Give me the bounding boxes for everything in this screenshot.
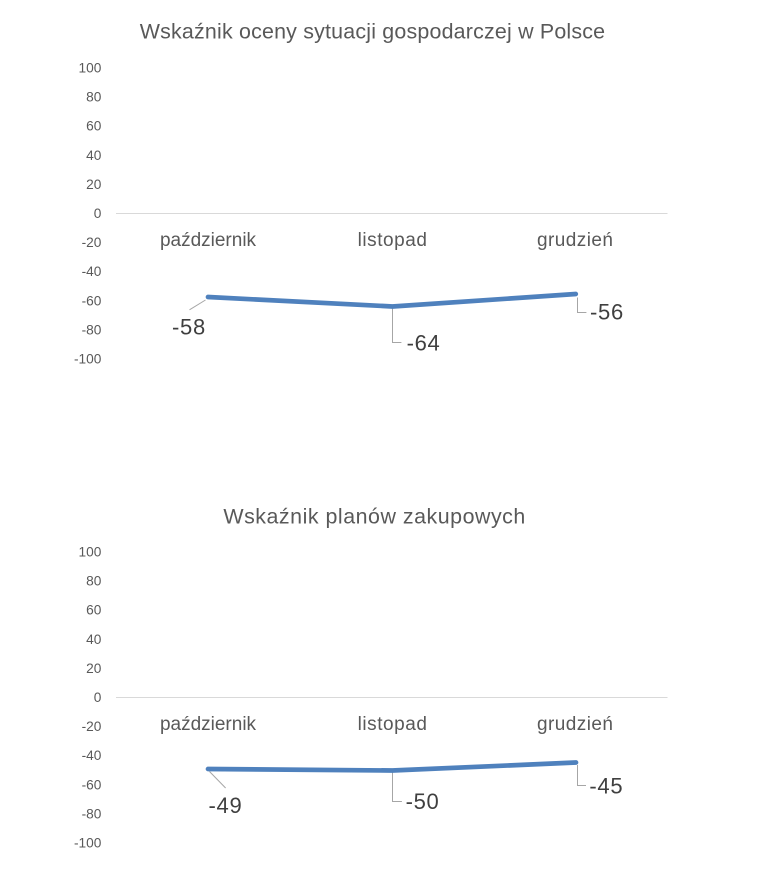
- svg-text:-64: -64: [407, 331, 441, 356]
- svg-text:0: 0: [94, 690, 102, 705]
- svg-text:-49: -49: [209, 793, 243, 818]
- svg-text:80: 80: [86, 574, 102, 589]
- svg-text:-20: -20: [82, 719, 102, 734]
- svg-text:-50: -50: [406, 789, 440, 814]
- svg-text:-60: -60: [82, 293, 102, 308]
- svg-text:-40: -40: [82, 264, 102, 279]
- svg-text:0: 0: [94, 206, 102, 221]
- svg-text:grudzień: grudzień: [537, 230, 613, 251]
- svg-text:-80: -80: [82, 322, 102, 337]
- svg-text:40: 40: [86, 148, 102, 163]
- svg-text:listopad: listopad: [358, 714, 428, 735]
- svg-text:październik: październik: [160, 230, 257, 251]
- svg-text:-45: -45: [589, 774, 623, 799]
- svg-text:-100: -100: [74, 352, 102, 367]
- svg-text:20: 20: [86, 661, 102, 676]
- svg-text:40: 40: [86, 632, 102, 647]
- svg-text:grudzień: grudzień: [537, 714, 613, 735]
- svg-text:-58: -58: [172, 315, 206, 340]
- svg-text:20: 20: [86, 177, 102, 192]
- svg-text:100: 100: [79, 545, 102, 560]
- svg-text:-20: -20: [82, 235, 102, 250]
- svg-text:80: 80: [86, 90, 102, 105]
- svg-text:październik: październik: [160, 714, 257, 735]
- svg-text:-60: -60: [82, 777, 102, 792]
- svg-text:-80: -80: [82, 806, 102, 821]
- svg-text:-100: -100: [74, 836, 102, 851]
- svg-text:60: 60: [86, 119, 102, 134]
- svg-text:100: 100: [79, 61, 102, 76]
- svg-text:-40: -40: [82, 748, 102, 763]
- svg-text:Wskaźnik oceny sytuacji gospod: Wskaźnik oceny sytuacji gospodarczej w P…: [140, 20, 606, 44]
- svg-text:-56: -56: [590, 300, 624, 325]
- svg-text:60: 60: [86, 603, 102, 618]
- svg-text:listopad: listopad: [358, 230, 428, 251]
- svg-text:Wskaźnik planów zakupowych: Wskaźnik planów zakupowych: [223, 504, 525, 528]
